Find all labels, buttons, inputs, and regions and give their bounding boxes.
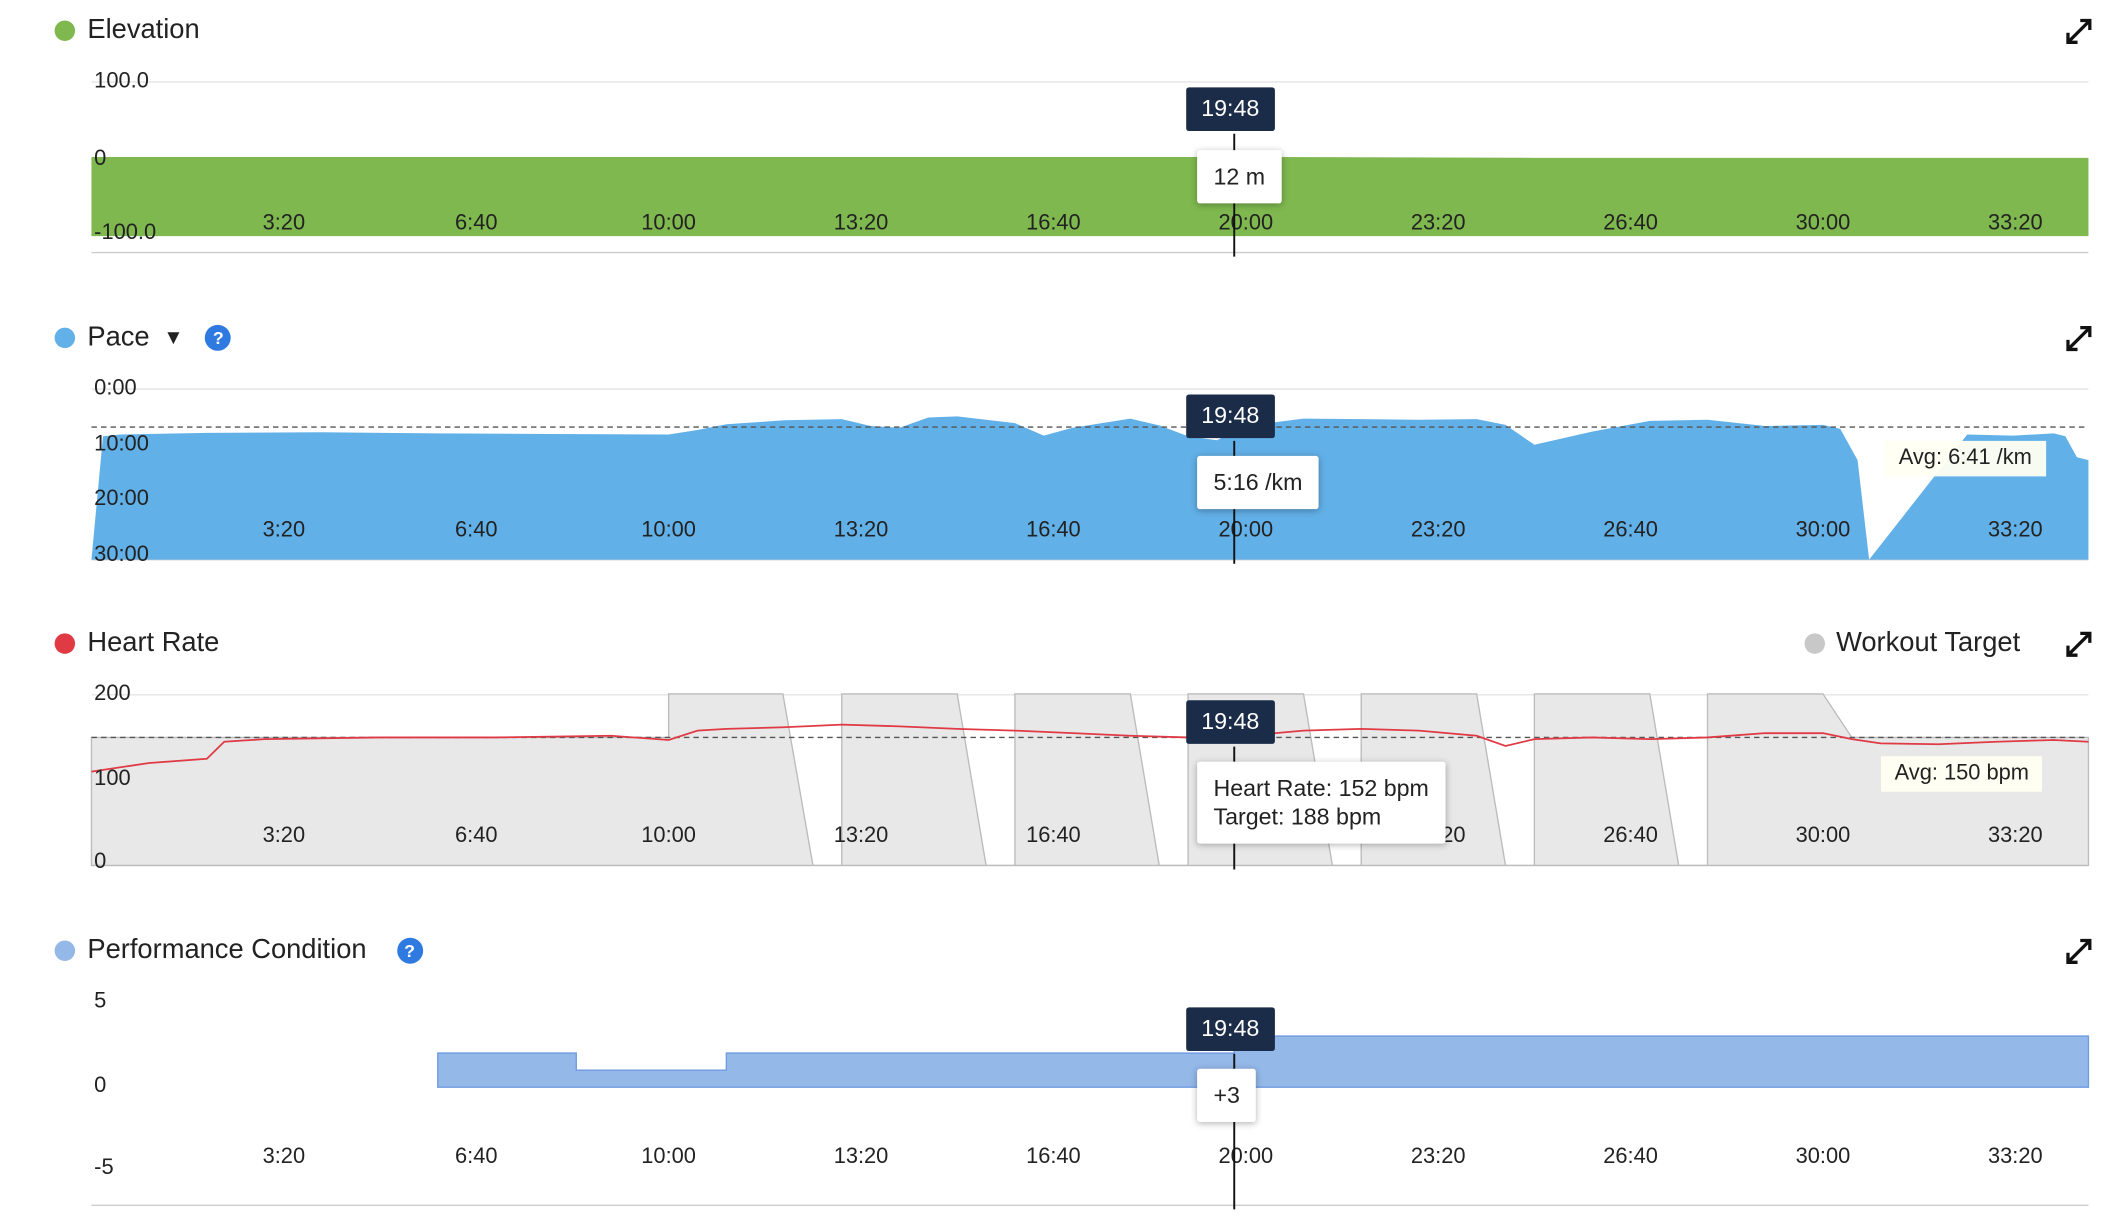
y-tick-label: 100.0 <box>94 69 149 93</box>
y-tick-label: 0:00 <box>94 376 137 400</box>
tooltip-time: 19:48 <box>1186 700 1275 744</box>
pace-title: Pace ▼ ? <box>54 321 232 354</box>
tooltip-time: 19:48 <box>1186 394 1275 439</box>
chevron-down-icon[interactable]: ▼ <box>163 325 184 349</box>
x-tick-label: 13:20 <box>834 516 889 541</box>
x-tick-label: 23:20 <box>1411 1143 1466 1168</box>
x-tick-label: 26:40 <box>1603 822 1658 847</box>
elevation-area <box>91 156 2089 237</box>
x-tick-label: 3:20 <box>263 516 305 541</box>
workout-target-area <box>90 693 2090 867</box>
x-tick-label: 6:40 <box>455 1143 497 1168</box>
x-tick-label: 3:20 <box>263 1143 305 1168</box>
x-tick-label: 13:20 <box>834 209 889 234</box>
x-tick-label: 20:00 <box>1218 516 1273 541</box>
x-tick-label: 30:00 <box>1796 822 1851 847</box>
expand-icon[interactable] <box>2064 629 2094 659</box>
heart-rate-chart: 3:206:4010:0013:2016:4020:0023:2026:4030… <box>90 693 2090 870</box>
x-tick-label: 33:20 <box>1988 1143 2043 1168</box>
x-tick-label: 30:00 <box>1796 1143 1851 1168</box>
x-tick-label: 3:20 <box>263 822 305 847</box>
workout-target-legend-dot <box>1804 632 1826 654</box>
x-tick-label: 26:40 <box>1603 209 1658 234</box>
elevation-title-label: Elevation <box>87 14 200 45</box>
x-tick-label: 26:40 <box>1603 1143 1658 1168</box>
y-tick-label: -100.0 <box>94 221 157 245</box>
x-tick-label: 10:00 <box>641 1143 696 1168</box>
x-tick-label: 30:00 <box>1796 209 1851 234</box>
y-tick-label: 30:00 <box>94 543 149 567</box>
tooltip-target: Target: 188 bpm <box>1213 803 1382 830</box>
tooltip-value: +3 <box>1197 1068 1257 1123</box>
performance-area <box>437 1035 2090 1088</box>
performance-title: Performance Condition ? <box>54 934 423 967</box>
x-tick-label: 33:20 <box>1988 209 2043 234</box>
workout-target-legend-label: Workout Target <box>1836 627 2021 658</box>
x-tick-label: 26:40 <box>1603 516 1658 541</box>
pace-title-label: Pace <box>87 321 150 352</box>
x-tick-label: 3:20 <box>263 209 305 234</box>
expand-icon[interactable] <box>2064 936 2094 966</box>
x-tick-label: 33:20 <box>1988 516 2043 541</box>
x-tick-label: 10:00 <box>641 516 696 541</box>
x-tick-label: 16:40 <box>1026 209 1081 234</box>
y-tick-label: 0 <box>94 850 107 874</box>
expand-icon[interactable] <box>2064 16 2094 46</box>
x-tick-label: 23:20 <box>1411 516 1466 541</box>
x-tick-label: 20:00 <box>1218 209 1273 234</box>
performance-chart: 3:20 6:40 10:00 13:20 16:40 20:00 23:20 26:40 30… <box>91 1035 2090 1210</box>
y-tick-label: 0 <box>94 147 107 171</box>
x-tick-label: 6:40 <box>455 822 497 847</box>
y-tick-label: 200 <box>94 682 131 706</box>
elevation-panel: Elevation 3:20 6:40 10:00 13:20 16:40 20:00 23… <box>0 0 2124 300</box>
pace-legend-dot <box>54 326 76 348</box>
average-label: Avg: 150 bpm <box>1880 756 2043 792</box>
elevation-title: Elevation <box>54 14 200 47</box>
x-tick-label: 13:20 <box>834 822 889 847</box>
tooltip-time: 19:48 <box>1186 87 1275 132</box>
tooltip-heart-rate: Heart Rate: 152 bpm <box>1213 775 1429 802</box>
heart-rate-title-label: Heart Rate <box>87 627 220 658</box>
heart-rate-legend-dot <box>54 632 76 654</box>
y-tick-label: 0 <box>94 1074 107 1098</box>
tooltip-time: 19:48 <box>1186 1007 1275 1052</box>
performance-condition-panel: Performance Condition ? 3:20 6:40 10:00 13:… <box>0 920 2124 1220</box>
performance-legend-dot <box>54 939 76 961</box>
x-tick-label: 6:40 <box>455 516 497 541</box>
x-tick-label: 30:00 <box>1796 516 1851 541</box>
pace-chart: 3:20 6:40 10:00 13:20 16:40 20:00 23:20 26:40 30… <box>91 388 2089 564</box>
y-tick-label: 20:00 <box>94 487 149 511</box>
elevation-chart: 3:20 6:40 10:00 13:20 16:40 20:00 23:20 26:40 30… <box>91 81 2089 257</box>
workout-target-legend[interactable]: Workout Target <box>1804 627 2021 660</box>
tooltip-value: Heart Rate: 152 bpm Target: 188 bpm <box>1197 761 1446 844</box>
y-tick-label: -5 <box>94 1156 114 1180</box>
elevation-legend-dot <box>54 19 76 41</box>
heart-rate-panel: Heart Rate Workout Target 3:20 6:40 10:00 1… <box>0 613 2124 913</box>
x-tick-label: 10:00 <box>641 822 696 847</box>
performance-title-label: Performance Condition <box>87 934 367 965</box>
x-tick-label: 20:00 <box>1218 1143 1273 1168</box>
y-tick-label: 10:00 <box>94 432 149 456</box>
x-tick-label: 10:00 <box>641 209 696 234</box>
y-tick-label: 5 <box>94 989 107 1013</box>
y-tick-label: 100 <box>94 767 131 791</box>
x-tick-label: 6:40 <box>455 209 497 234</box>
help-icon[interactable]: ? <box>396 937 423 964</box>
pace-panel: Pace ▼ ? 3:20 6:40 10:00 13:20 16:40 20:00 23:… <box>0 307 2124 607</box>
x-tick-label: 13:20 <box>834 1143 889 1168</box>
x-tick-label: 33:20 <box>1988 822 2043 847</box>
x-tick-label: 16:40 <box>1026 1143 1081 1168</box>
heart-rate-title: Heart Rate <box>54 627 220 660</box>
x-tick-label: 16:40 <box>1026 822 1081 847</box>
tooltip-value: 5:16 /km <box>1197 455 1319 510</box>
help-icon[interactable]: ? <box>205 324 232 351</box>
pace-area <box>91 416 2089 560</box>
expand-icon[interactable] <box>2064 324 2094 354</box>
average-label: Avg: 6:41 /km <box>1885 440 2046 477</box>
x-tick-label: 16:40 <box>1026 516 1081 541</box>
x-tick-label: 23:20 <box>1411 209 1466 234</box>
tooltip-value: 12 m <box>1197 150 1282 204</box>
